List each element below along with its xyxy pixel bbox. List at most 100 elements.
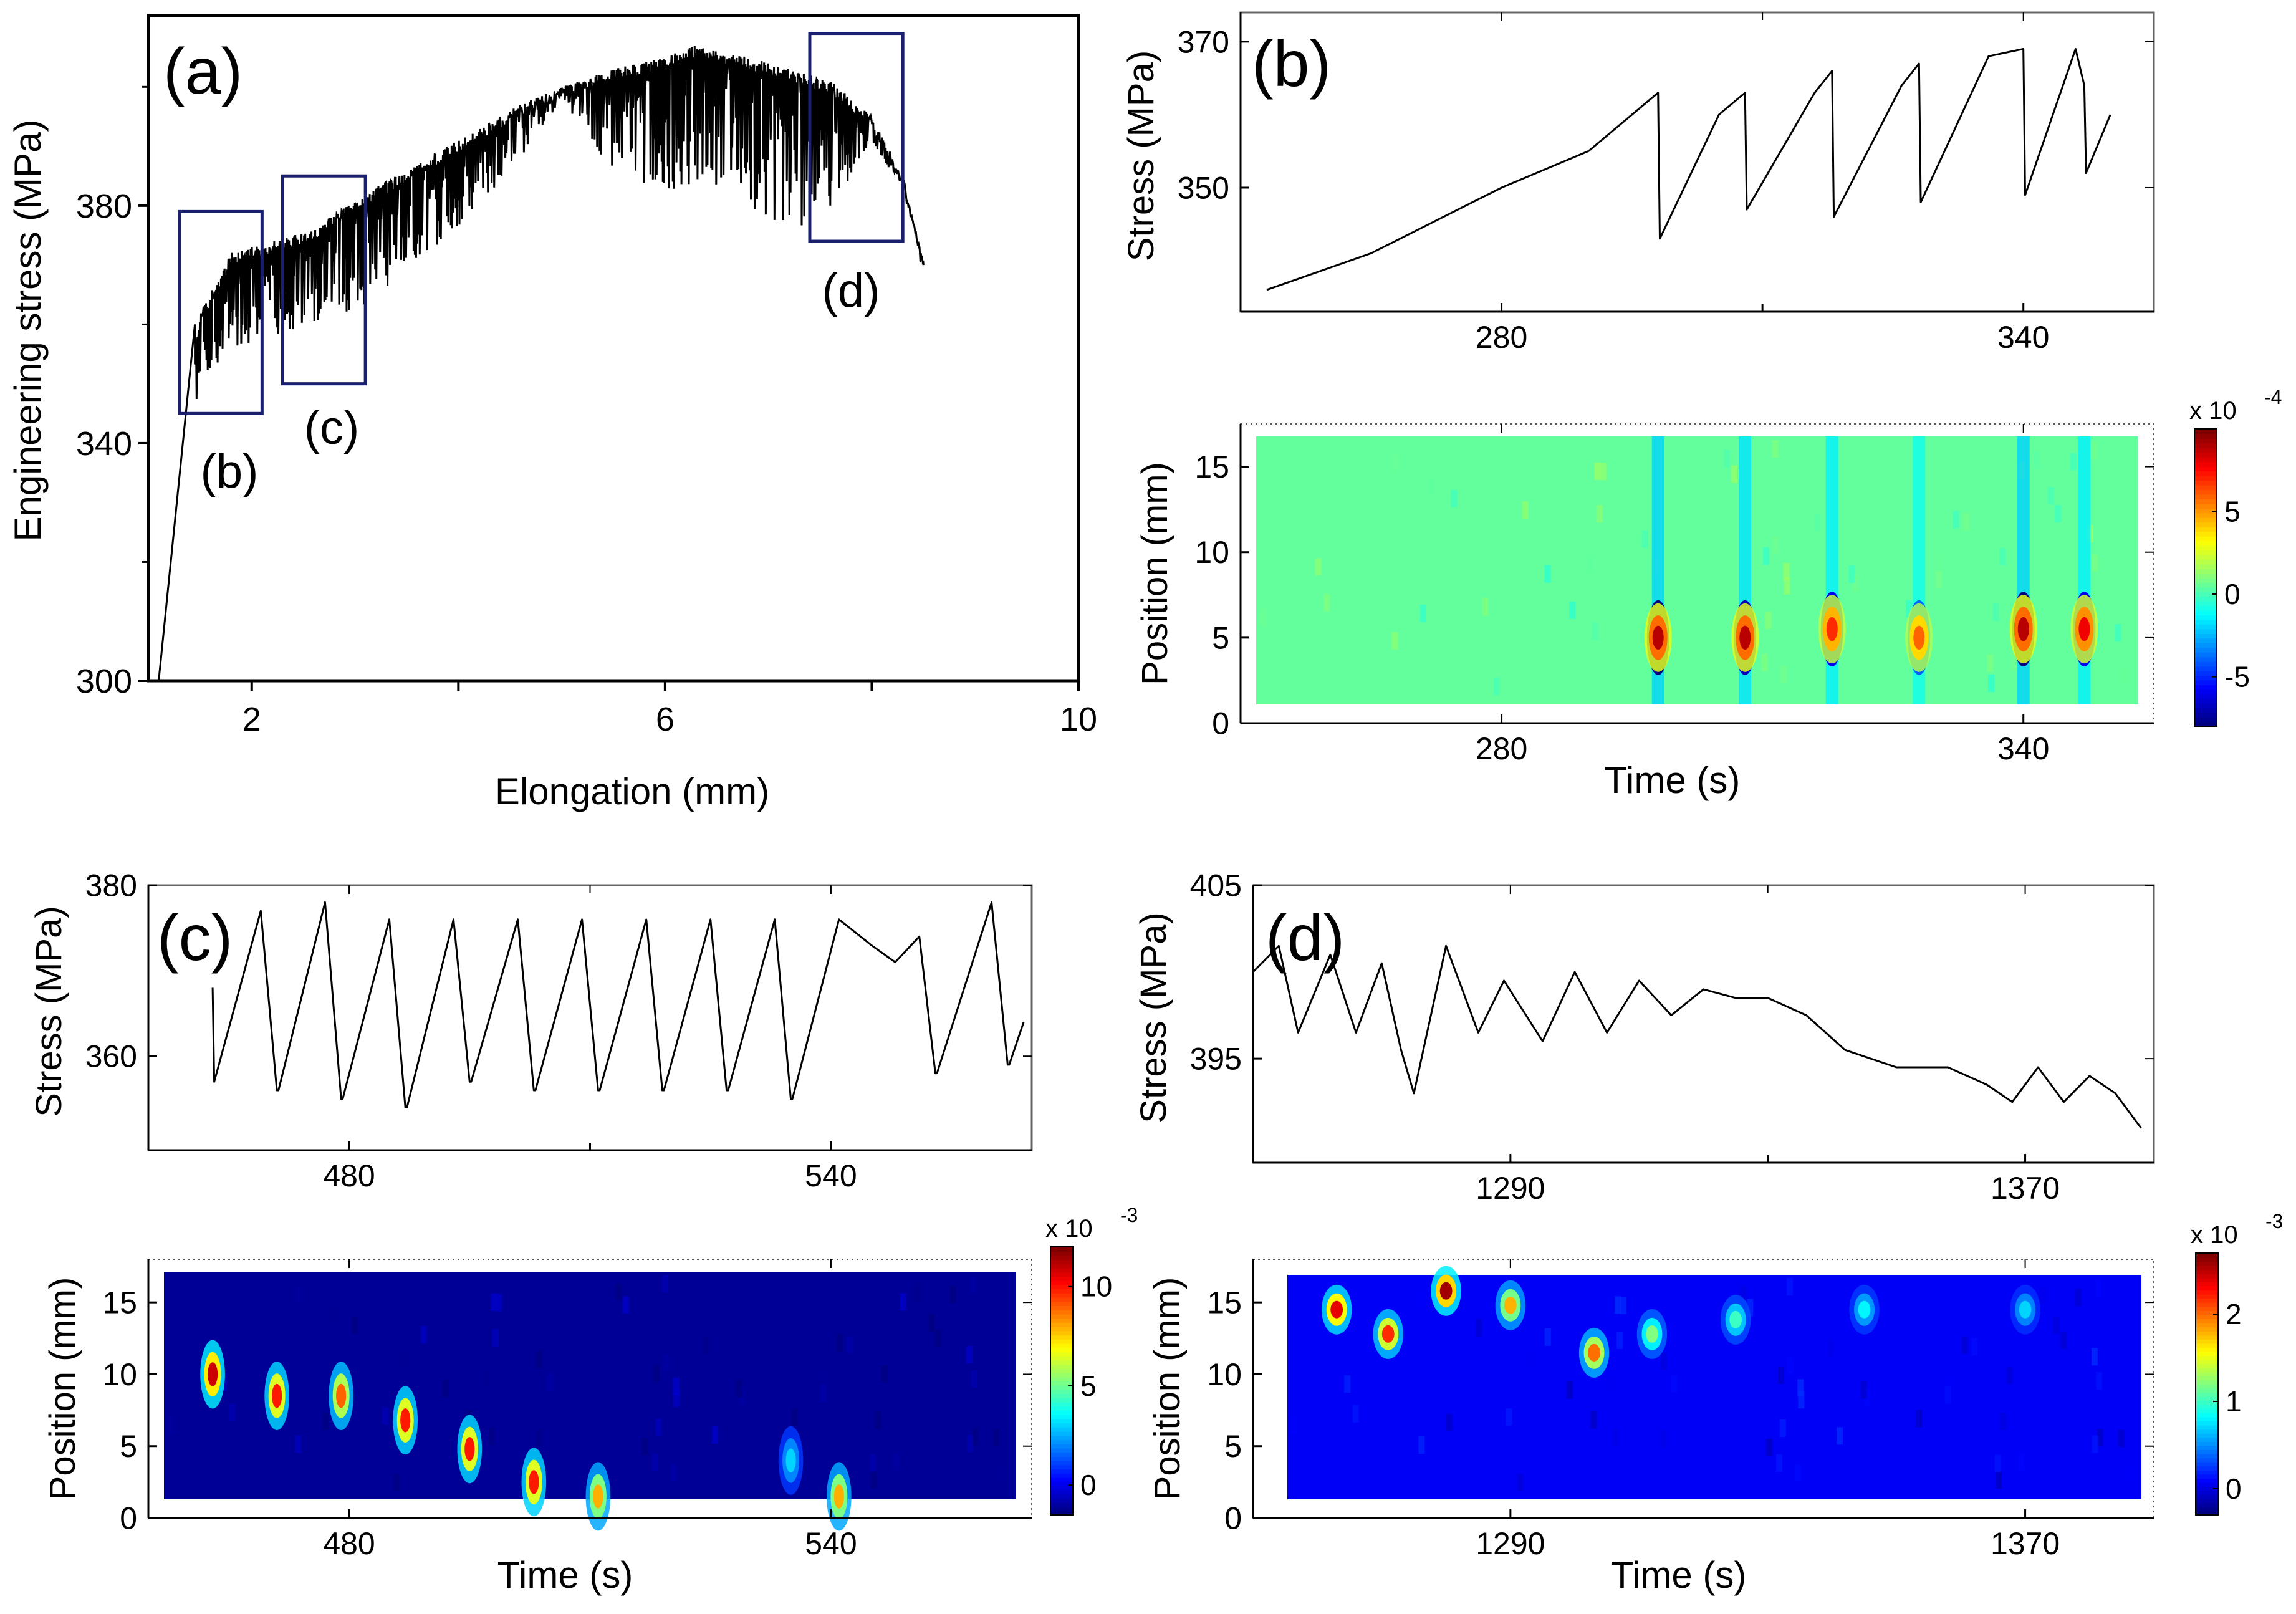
map-texture bbox=[615, 1283, 622, 1300]
map-texture bbox=[382, 1407, 388, 1425]
map-texture bbox=[1660, 1352, 1667, 1370]
colorbar-step bbox=[1050, 1289, 1073, 1294]
band-core bbox=[400, 1408, 411, 1433]
map-texture bbox=[536, 1429, 542, 1447]
colorbar-step bbox=[2196, 1343, 2218, 1348]
map-texture bbox=[1419, 1289, 1426, 1307]
map-texture bbox=[1517, 1474, 1524, 1492]
panel-label-b: (b) bbox=[1252, 28, 1331, 100]
colorbar-step bbox=[2194, 522, 2217, 527]
colorbar-step bbox=[2196, 1400, 2218, 1405]
map-texture bbox=[1996, 1471, 2002, 1489]
colorbar-step bbox=[1050, 1276, 1073, 1281]
x-tick-label: 480 bbox=[323, 1158, 375, 1193]
map-texture bbox=[1615, 1296, 1621, 1314]
map-texture bbox=[641, 1438, 648, 1456]
map-texture bbox=[1671, 1375, 1678, 1393]
y-axis-label: Position (mm) bbox=[1135, 462, 1175, 685]
map-texture bbox=[653, 1365, 660, 1383]
colorbar-step bbox=[2196, 1273, 2218, 1279]
colorbar-step bbox=[2196, 1429, 2218, 1434]
colorbar-step bbox=[1050, 1330, 1073, 1336]
colorbar-step bbox=[2196, 1302, 2218, 1307]
map-texture bbox=[420, 1326, 427, 1344]
colorbar-step bbox=[2196, 1392, 2218, 1397]
map-texture bbox=[2092, 1435, 2098, 1453]
map-texture bbox=[972, 1428, 979, 1446]
band-core bbox=[2078, 617, 2090, 641]
colorbar-step bbox=[1050, 1464, 1073, 1470]
map-texture bbox=[999, 1466, 1006, 1484]
colorbar-step bbox=[2194, 712, 2217, 718]
map-texture bbox=[970, 1276, 976, 1294]
colorbar-step bbox=[2194, 484, 2217, 490]
map-texture bbox=[1612, 1428, 1619, 1446]
colorbar-step bbox=[2196, 1453, 2218, 1459]
panel-d-stress-time: 1290 1370 395 405 Stress (MPa) (d) bbox=[1133, 868, 2155, 1206]
band-core bbox=[1826, 617, 1838, 641]
colorbar-step bbox=[2194, 587, 2217, 592]
y-tick-label: 15 bbox=[1194, 449, 1229, 484]
colorbar-step bbox=[1050, 1418, 1073, 1424]
colorbar-frame bbox=[2194, 428, 2217, 727]
colorbar-step bbox=[1050, 1309, 1073, 1315]
map-texture bbox=[971, 1370, 977, 1388]
colorbar-step bbox=[2194, 443, 2217, 448]
map-texture bbox=[846, 1335, 853, 1353]
map-texture bbox=[1607, 1373, 1614, 1391]
y-tick-label: 370 bbox=[1178, 24, 1229, 59]
map-texture bbox=[492, 1329, 499, 1347]
map-texture bbox=[1988, 675, 1994, 692]
colorbar-exponent-power: -3 bbox=[1120, 1204, 1138, 1226]
y-axis-label: Position (mm) bbox=[1147, 1277, 1188, 1501]
map-texture bbox=[1787, 1357, 1794, 1375]
band-core bbox=[1646, 1325, 1658, 1343]
colorbar-step bbox=[1050, 1284, 1073, 1290]
map-texture bbox=[1994, 1454, 2001, 1472]
colorbar-tick-label: 2 bbox=[2226, 1298, 2242, 1330]
map-texture bbox=[703, 1336, 709, 1354]
x-tick-label: 540 bbox=[805, 1158, 857, 1193]
colorbar-step bbox=[2194, 503, 2217, 509]
panel-b-stress-time: 280 340 350 370 Stress (MPa) (b) bbox=[1121, 11, 2155, 355]
map-background bbox=[164, 1272, 1016, 1499]
map-texture bbox=[1724, 449, 1730, 468]
colorbar-step bbox=[2194, 698, 2217, 704]
colorbar-step bbox=[2194, 540, 2217, 546]
map-texture bbox=[1506, 1408, 1512, 1426]
colorbar-step bbox=[1050, 1452, 1073, 1457]
colorbar-tick-label: 5 bbox=[1080, 1370, 1097, 1402]
map-texture bbox=[442, 1380, 449, 1398]
map-texture bbox=[935, 1329, 942, 1347]
colorbar-step bbox=[2194, 582, 2217, 588]
colorbar-step bbox=[2194, 438, 2217, 444]
colorbar-step bbox=[2194, 624, 2217, 630]
y-tick-label: 15 bbox=[1207, 1285, 1242, 1320]
map-texture bbox=[1780, 666, 1787, 683]
colorbar-step bbox=[2196, 1494, 2218, 1499]
colorbar-step bbox=[2194, 680, 2217, 685]
colorbar-step bbox=[1050, 1280, 1073, 1285]
map-texture bbox=[1946, 1372, 1953, 1390]
colorbar-step bbox=[2196, 1486, 2218, 1491]
colorbar-step bbox=[2196, 1277, 2218, 1282]
map-texture bbox=[1453, 1309, 1460, 1326]
colorbar-step bbox=[2196, 1498, 2218, 1504]
map-texture bbox=[869, 1454, 876, 1472]
map-texture bbox=[1344, 1375, 1351, 1393]
map-texture bbox=[2096, 1371, 2103, 1390]
colorbar-step bbox=[1050, 1397, 1073, 1403]
map-texture bbox=[488, 1428, 495, 1446]
map-texture bbox=[1786, 1278, 1793, 1295]
colorbar-step bbox=[2194, 675, 2217, 681]
band-core bbox=[1330, 1300, 1343, 1319]
colorbar-step bbox=[2196, 1396, 2218, 1401]
map-texture bbox=[739, 1387, 746, 1405]
band-core bbox=[1729, 1310, 1742, 1328]
colorbar-step bbox=[1050, 1267, 1073, 1273]
colorbar-tick-label: 0 bbox=[2226, 1472, 2242, 1505]
colorbar-step bbox=[2196, 1416, 2218, 1422]
map-texture bbox=[881, 1365, 888, 1383]
colorbar-step bbox=[2196, 1347, 2218, 1352]
colorbar-step bbox=[2194, 447, 2217, 453]
